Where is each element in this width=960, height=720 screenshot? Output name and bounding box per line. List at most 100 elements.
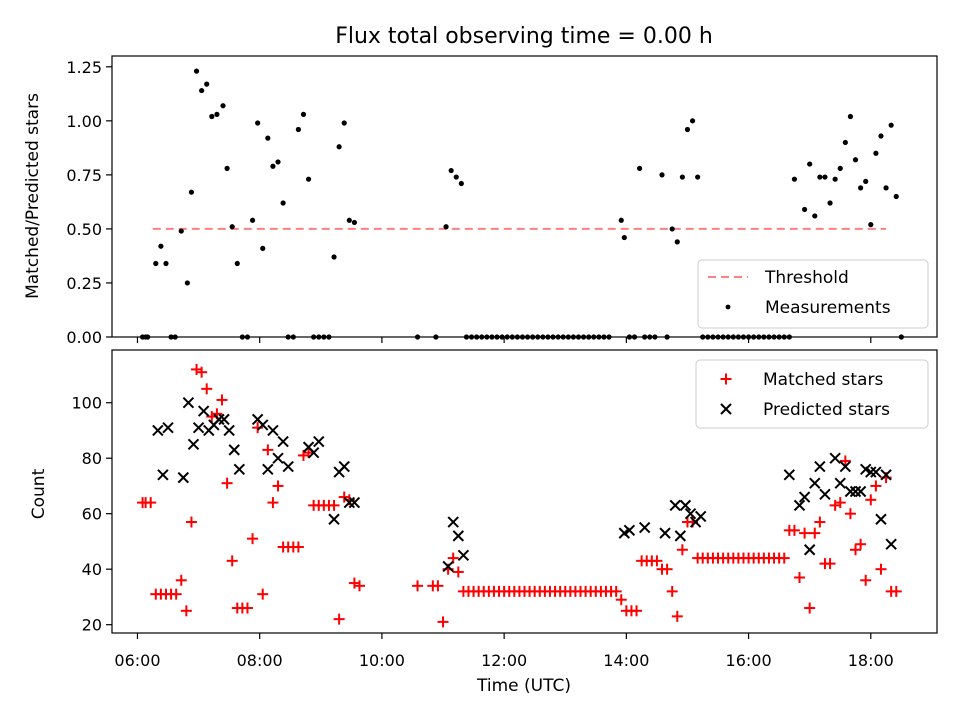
matched-star-point: [221, 477, 233, 489]
matched-star-point: [778, 552, 790, 564]
top-legend-box: [697, 259, 929, 329]
measurement-point: [837, 165, 843, 171]
predicted-star-point: [844, 485, 857, 498]
matched-star-point: [809, 527, 821, 539]
measurement-point: [636, 165, 643, 171]
measurement-point: [873, 150, 879, 156]
predicted-star-point: [452, 530, 465, 542]
predicted-star-point: [262, 463, 274, 476]
bottom-x-tick-label: 08:00: [237, 651, 283, 670]
matched-star-point: [170, 588, 182, 600]
bottom-x-tick-label: 12:00: [481, 651, 527, 670]
predicted-star-point: [870, 466, 882, 478]
predicted-star-point: [684, 507, 697, 520]
measurement-point: [229, 224, 235, 230]
matched-star-point: [850, 544, 862, 556]
matched-star-point: [829, 499, 841, 511]
measurement-point: [669, 226, 675, 232]
measurement-point: [224, 165, 230, 171]
predicted-star-point: [829, 452, 841, 464]
predicted-star-point: [669, 499, 681, 512]
predicted-star-point: [218, 413, 230, 426]
matched-star-point: [839, 455, 851, 467]
predicted-star-point: [638, 521, 651, 534]
matched-star-point: [354, 580, 365, 592]
matched-star-point: [191, 363, 203, 375]
predicted-star-point: [313, 435, 325, 448]
legend-measurements-label: Measurements: [765, 298, 891, 318]
predicted-star-point: [659, 527, 671, 539]
measurement-point: [868, 222, 874, 228]
measurement-point: [295, 126, 301, 133]
predicted-star-point: [854, 485, 867, 498]
predicted-star-point: [809, 477, 821, 489]
matched-star-point: [860, 574, 872, 586]
measurement-point: [275, 159, 281, 165]
predicted-star-point: [267, 424, 279, 437]
measurement-point: [188, 189, 195, 195]
predicted-star-point: [623, 524, 636, 537]
predicted-star-point: [875, 513, 887, 525]
bottom-y-tick-label: 20: [82, 616, 102, 635]
legend-predicted-swatch: [720, 403, 732, 415]
matched-star-point: [241, 602, 253, 614]
measurement-point: [832, 176, 838, 182]
matched-star-point: [303, 447, 315, 459]
measurement-point: [618, 217, 624, 223]
bottom-x-ticks: 06:00 08:00 10:00 12:00 14:00 16:00 18:00: [114, 633, 894, 670]
matched-star-point: [185, 516, 197, 528]
legend-predicted-label: Predicted stars: [763, 400, 890, 420]
predicted-star-point: [307, 446, 320, 459]
matched-star-point: [412, 580, 424, 592]
predicted-star-point: [197, 405, 210, 417]
predicted-star-point: [793, 499, 806, 512]
legend-measurements-swatch: [725, 304, 731, 310]
measurement-point: [807, 161, 813, 167]
predicted-star-point: [457, 549, 470, 562]
top-chart-title: Flux total observing time = 0.00 h: [335, 24, 713, 49]
predicted-star-point: [192, 421, 205, 434]
measurement-point: [801, 206, 808, 213]
matched-star-point: [875, 563, 887, 575]
measurement-point: [346, 217, 352, 223]
measurement-point: [453, 174, 459, 180]
measurement-point: [842, 139, 848, 146]
matched-star-point: [333, 613, 345, 625]
predicted-star-point: [819, 488, 831, 500]
measurement-point: [220, 103, 226, 109]
measurement-point: [695, 174, 701, 180]
measurement-point: [153, 260, 159, 267]
bottom-x-tick-label: 14:00: [603, 651, 649, 670]
legend-cross-marker: [720, 403, 732, 415]
matched-star-point: [267, 497, 279, 509]
matched-star-point: [870, 480, 882, 492]
matched-star-point: [661, 563, 673, 575]
measurement-point: [204, 81, 210, 87]
measurement-point: [858, 185, 864, 191]
measurement-point: [163, 260, 169, 267]
measurement-point: [199, 87, 205, 94]
measurement-point: [679, 174, 685, 180]
measurement-point: [209, 113, 215, 120]
measurement-point: [878, 133, 884, 139]
predicted-star-point: [233, 463, 246, 476]
measurement-point: [674, 239, 680, 245]
matched-star-point: [666, 585, 678, 597]
measurement-point: [863, 178, 869, 184]
measurement-point: [270, 163, 276, 169]
matched-star-point: [216, 394, 228, 406]
bottom-x-tick-label: 16:00: [726, 651, 772, 670]
measurement-point: [336, 144, 342, 150]
measurement-point: [888, 122, 894, 128]
measurement-point: [234, 260, 240, 267]
matched-star-point: [865, 494, 877, 506]
bottom-x-tick-label: 18:00: [848, 651, 894, 670]
measurement-point: [893, 193, 899, 200]
predicted-star-point: [272, 452, 284, 464]
predicted-star-point: [442, 560, 454, 573]
predicted-star-point: [694, 510, 707, 523]
measurement-point: [827, 200, 833, 206]
measurement-point: [791, 176, 798, 182]
matched-star-point: [631, 605, 643, 617]
measurement-point: [822, 174, 828, 180]
